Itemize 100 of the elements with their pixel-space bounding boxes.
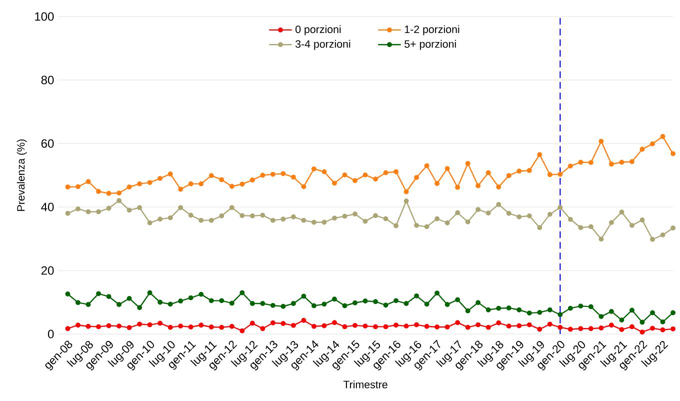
- point: [270, 218, 276, 223]
- point: [240, 182, 245, 187]
- point: [537, 310, 542, 315]
- point: [640, 218, 645, 222]
- point: [290, 301, 296, 306]
- point: [414, 293, 420, 298]
- point: [219, 324, 224, 330]
- point: [342, 214, 348, 219]
- point: [342, 303, 348, 308]
- point: [568, 306, 573, 311]
- point: [444, 302, 450, 307]
- point: [168, 324, 173, 330]
- point: [362, 218, 368, 224]
- point: [250, 213, 255, 218]
- point: [322, 220, 327, 225]
- point: [578, 304, 584, 309]
- point: [414, 322, 420, 328]
- point: [486, 210, 491, 216]
- point: [373, 176, 378, 182]
- point: [650, 310, 655, 316]
- point: [434, 216, 440, 222]
- point: [76, 300, 80, 306]
- point: [455, 184, 460, 190]
- point: [558, 172, 563, 177]
- point: [158, 176, 163, 181]
- point: [506, 210, 512, 216]
- point: [178, 324, 184, 329]
- point: [568, 164, 573, 169]
- point: [630, 308, 634, 313]
- point: [158, 216, 163, 222]
- point: [640, 330, 645, 335]
- point: [547, 172, 552, 178]
- point: [290, 214, 296, 220]
- point: [670, 225, 676, 230]
- y-axis-title: Prevalenza (%): [16, 139, 27, 211]
- point: [598, 236, 604, 242]
- point: [168, 172, 173, 176]
- legend-label: 1-2 porzioni: [404, 25, 460, 36]
- point: [301, 184, 306, 190]
- point: [537, 152, 542, 158]
- point: [106, 323, 112, 328]
- point: [280, 171, 286, 176]
- point: [516, 214, 522, 220]
- point: [208, 324, 214, 330]
- point: [394, 322, 398, 328]
- point: [116, 324, 122, 329]
- point: [526, 213, 532, 218]
- point: [178, 205, 184, 210]
- point: [250, 301, 255, 306]
- point: [126, 296, 132, 301]
- point: [208, 218, 214, 223]
- point: [496, 184, 502, 190]
- point: [465, 219, 470, 224]
- point: [486, 307, 491, 312]
- point: [547, 212, 552, 217]
- point: [670, 326, 676, 332]
- legend-label: 0 porzioni: [296, 25, 341, 36]
- point: [588, 224, 594, 230]
- point: [394, 298, 398, 304]
- point: [362, 172, 368, 178]
- point: [404, 324, 409, 329]
- point: [147, 322, 152, 328]
- point: [116, 190, 122, 196]
- point: [116, 302, 122, 307]
- point: [188, 295, 194, 300]
- point: [342, 172, 348, 178]
- point: [260, 212, 266, 218]
- point: [414, 222, 420, 228]
- legend-label: 5+ porzioni: [404, 40, 456, 50]
- point: [496, 320, 502, 326]
- point: [619, 327, 624, 332]
- point: [168, 215, 173, 220]
- point: [76, 184, 80, 190]
- point: [660, 232, 666, 238]
- point: [568, 326, 573, 332]
- point: [250, 178, 255, 182]
- point: [322, 323, 327, 328]
- point: [158, 320, 163, 326]
- point: [496, 306, 502, 311]
- point: [86, 324, 91, 329]
- legend-label: 3-4 porzioni: [296, 40, 350, 50]
- point: [96, 188, 101, 194]
- point: [588, 326, 594, 332]
- point: [198, 292, 204, 297]
- point: [670, 310, 676, 316]
- point: [96, 291, 101, 296]
- point: [352, 212, 358, 216]
- y-tick-label: 0: [48, 330, 54, 338]
- point: [516, 307, 522, 312]
- point: [229, 300, 234, 306]
- point: [486, 170, 491, 176]
- point: [260, 172, 266, 178]
- point: [434, 181, 440, 186]
- point: [630, 222, 634, 228]
- point: [608, 308, 614, 314]
- point: [96, 324, 101, 330]
- point: [229, 205, 234, 210]
- point: [332, 216, 337, 221]
- point: [588, 160, 594, 166]
- point: [229, 184, 234, 189]
